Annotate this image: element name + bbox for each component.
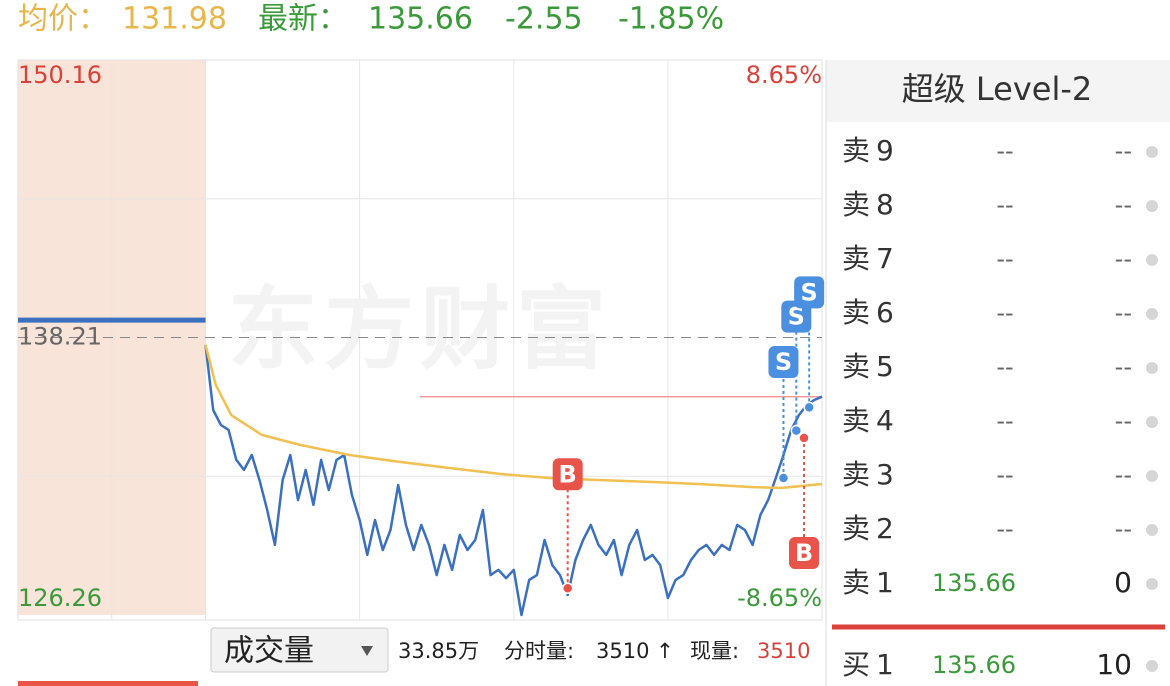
row-label: 卖4 bbox=[842, 404, 900, 437]
row-dot bbox=[1146, 200, 1158, 212]
trade-point bbox=[790, 424, 803, 437]
selector-label[interactable]: 成交量 bbox=[224, 634, 314, 669]
current-label: 现量: bbox=[690, 639, 739, 663]
trade-label: S bbox=[775, 348, 792, 376]
trade-label: B bbox=[795, 539, 813, 567]
trade-badge bbox=[768, 345, 799, 378]
row-volume: 10 bbox=[1096, 648, 1132, 681]
selector-box[interactable] bbox=[210, 627, 389, 673]
row-label: 卖5 bbox=[842, 350, 900, 383]
row-dot bbox=[1146, 660, 1158, 672]
row-label: 卖6 bbox=[842, 296, 900, 329]
trade-label: S bbox=[788, 303, 805, 331]
trade-badge bbox=[789, 537, 820, 570]
order-book-header bbox=[826, 60, 1170, 122]
row-dot bbox=[1146, 578, 1158, 590]
avg-label: 均价： bbox=[18, 2, 108, 37]
y-tick-label: 150.16 bbox=[18, 61, 102, 89]
trade-label: B bbox=[559, 460, 577, 488]
y2-tick-label: 8.65% bbox=[746, 61, 822, 89]
row-price: -- bbox=[996, 299, 1013, 327]
volume-selector[interactable]: 成交量 bbox=[210, 627, 389, 673]
plot-frame bbox=[17, 59, 823, 621]
row-volume: 0 bbox=[1114, 566, 1132, 599]
trade-badge bbox=[794, 276, 825, 309]
trade-point bbox=[561, 582, 574, 595]
y2-tick-label: -8.65% bbox=[737, 584, 822, 612]
row-volume: -- bbox=[1115, 515, 1132, 543]
trade-badge bbox=[781, 300, 812, 333]
row-dot bbox=[1146, 362, 1158, 374]
price-line bbox=[204, 344, 823, 617]
row-label: 买1 bbox=[842, 648, 900, 681]
row-volume: -- bbox=[1115, 245, 1132, 273]
trade-label: S bbox=[801, 278, 818, 306]
volume-info: 33.85万 分时量: 3510 ↑ 现量: 3510 bbox=[398, 639, 810, 663]
dropdown-arrow[interactable] bbox=[361, 646, 373, 656]
avg-line bbox=[204, 344, 823, 490]
current-volume: 3510 bbox=[757, 639, 810, 663]
trade-point bbox=[777, 472, 790, 484]
row-dot bbox=[1146, 254, 1158, 266]
change-pct: -1.85% bbox=[618, 2, 724, 37]
order-book-title: 超级 Level-2 bbox=[902, 70, 1093, 108]
row-price: -- bbox=[996, 137, 1013, 165]
row-dot bbox=[1146, 308, 1158, 320]
watermark: 东方财富 bbox=[228, 277, 612, 382]
trade-point bbox=[798, 432, 810, 444]
total-volume: 33.85万 bbox=[398, 639, 479, 663]
row-label: 卖7 bbox=[842, 242, 900, 275]
y-tick-label: 138.21 bbox=[18, 323, 102, 351]
row-price: -- bbox=[996, 191, 1013, 219]
row-volume: -- bbox=[1115, 407, 1132, 435]
row-dot bbox=[1146, 470, 1158, 482]
latest-price: 135.66 bbox=[368, 2, 473, 37]
row-label: 卖8 bbox=[842, 188, 900, 221]
latest-label: 最新： bbox=[258, 2, 348, 37]
period-label: 分时量: bbox=[504, 639, 574, 663]
header: 均价： 131.98 最新： 135.66 -2.55 -1.85% bbox=[18, 2, 724, 37]
period-volume: 3510 ↑ bbox=[596, 639, 674, 663]
row-volume: -- bbox=[1115, 299, 1132, 327]
row-price: -- bbox=[996, 245, 1013, 273]
row-label: 卖2 bbox=[842, 512, 900, 545]
row-label: 卖9 bbox=[842, 134, 900, 167]
row-price: -- bbox=[996, 353, 1013, 381]
row-volume: -- bbox=[1115, 353, 1132, 381]
change: -2.55 bbox=[505, 2, 583, 37]
row-price: 135.66 bbox=[932, 651, 1016, 679]
trade-point bbox=[803, 401, 815, 414]
volume-strip bbox=[18, 681, 198, 686]
row-label: 卖3 bbox=[842, 458, 900, 491]
row-price: 135.66 bbox=[932, 569, 1016, 597]
row-price: -- bbox=[996, 515, 1013, 543]
avg-price: 131.98 bbox=[122, 2, 227, 37]
y-tick-label: 126.26 bbox=[18, 584, 102, 612]
row-dot bbox=[1146, 146, 1158, 158]
row-label: 卖1 bbox=[842, 566, 900, 599]
row-price: -- bbox=[996, 407, 1013, 435]
trade-badge bbox=[552, 458, 583, 491]
row-dot bbox=[1146, 524, 1158, 536]
row-price: -- bbox=[996, 461, 1013, 489]
row-volume: -- bbox=[1115, 461, 1132, 489]
row-dot bbox=[1146, 416, 1158, 428]
row-volume: -- bbox=[1115, 191, 1132, 219]
row-volume: -- bbox=[1115, 137, 1132, 165]
